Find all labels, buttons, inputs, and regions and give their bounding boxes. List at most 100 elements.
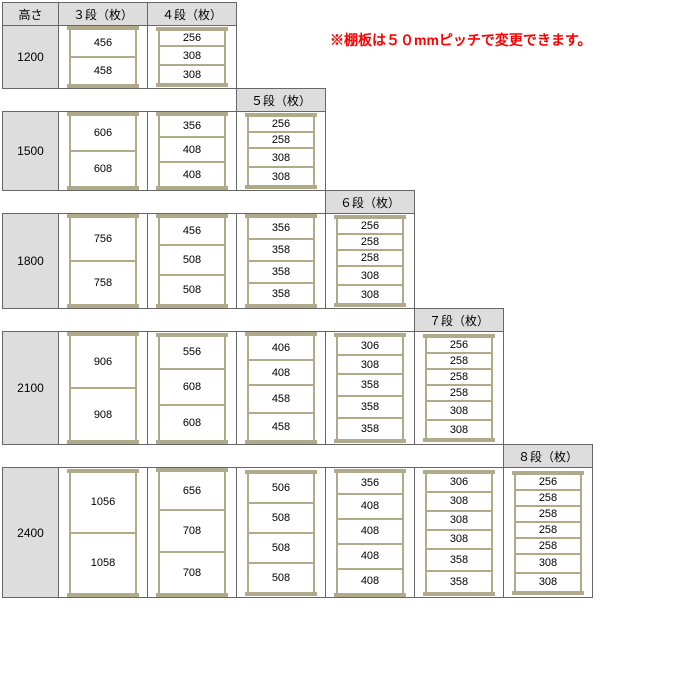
shelf-cell: 356408408 — [148, 112, 237, 191]
shelf-gap: 306 — [338, 337, 402, 356]
shelf-gap: 258 — [338, 235, 402, 251]
shelf-cell: 606608 — [59, 112, 148, 191]
shelf-cell: 906908 — [59, 332, 148, 445]
shelf-gap: 308 — [160, 47, 224, 66]
shelf-cell: 406408458458 — [237, 332, 326, 445]
shelf-gap: 456 — [71, 30, 135, 58]
shelf-gap: 908 — [71, 389, 135, 440]
shelf-gap: 608 — [160, 370, 224, 406]
blank-cell — [237, 3, 593, 26]
shelf-gap: 408 — [338, 570, 402, 593]
column-header: ５段（枚） — [237, 89, 326, 112]
shelf-gap: 306 — [427, 474, 491, 493]
shelf-gap: 358 — [338, 375, 402, 397]
height-cell: 1800 — [3, 214, 59, 309]
shelf-gap: 408 — [338, 495, 402, 520]
shelf-gap: 756 — [71, 218, 135, 262]
shelf-cell: 456458 — [59, 26, 148, 89]
shelf-gap: 358 — [427, 550, 491, 572]
shelf-cell: 256308308 — [148, 26, 237, 89]
column-header: ３段（枚） — [59, 3, 148, 26]
shelf-cell: 10561058 — [59, 468, 148, 598]
shelf-gap: 258 — [516, 491, 580, 507]
shelf-gap: 458 — [71, 58, 135, 84]
shelf-gap: 408 — [160, 163, 224, 186]
shelf-gap: 408 — [338, 520, 402, 545]
shelf-cell: 506508508508 — [237, 468, 326, 598]
shelf-cell: 656708708 — [148, 468, 237, 598]
column-header: ４段（枚） — [148, 3, 237, 26]
shelf-gap: 906 — [71, 336, 135, 389]
blank-cell — [504, 309, 593, 332]
shelf-cell: 456508508 — [148, 214, 237, 309]
shelf-gap: 258 — [516, 523, 580, 539]
shelf-gap: 258 — [249, 133, 313, 149]
height-cell: 1500 — [3, 112, 59, 191]
shelf-gap: 308 — [427, 531, 491, 550]
shelf-gap: 256 — [249, 117, 313, 133]
shelf-gap: 308 — [427, 402, 491, 421]
shelf-gap: 408 — [338, 545, 402, 570]
height-cell: 2100 — [3, 332, 59, 445]
shelf-gap: 406 — [249, 336, 313, 361]
shelf-gap: 308 — [516, 574, 580, 591]
shelf-gap: 308 — [249, 149, 313, 168]
shelf-cell: 356358358358 — [237, 214, 326, 309]
shelf-gap: 506 — [249, 474, 313, 504]
shelf-gap: 308 — [249, 168, 313, 185]
shelf-gap: 508 — [249, 564, 313, 592]
shelf-gap: 356 — [338, 473, 402, 495]
shelf-gap: 308 — [160, 66, 224, 83]
shelf-cell: 356408408408408 — [326, 468, 415, 598]
shelf-gap: 508 — [160, 246, 224, 276]
shelf-gap: 458 — [249, 414, 313, 440]
shelf-cell: 256258308308 — [237, 112, 326, 191]
shelf-gap: 358 — [249, 240, 313, 262]
height-cell: 1200 — [3, 26, 59, 89]
blank-cell — [415, 214, 593, 309]
shelf-gap: 606 — [71, 116, 135, 152]
shelf-gap: 358 — [338, 397, 402, 419]
blank-cell — [415, 191, 593, 214]
shelf-gap: 408 — [160, 138, 224, 163]
shelf-gap: 308 — [427, 512, 491, 531]
shelf-cell: 256258258258258308308 — [504, 468, 593, 598]
shelf-gap: 308 — [427, 421, 491, 438]
shelf-gap: 358 — [338, 419, 402, 439]
shelf-gap: 608 — [71, 152, 135, 186]
shelf-gap: 356 — [249, 218, 313, 240]
blank-cell — [504, 332, 593, 445]
shelf-cell: 306308358358358 — [326, 332, 415, 445]
shelf-gap: 358 — [249, 262, 313, 284]
column-header: ８段（枚） — [504, 445, 593, 468]
height-cell: 2400 — [3, 468, 59, 598]
shelf-gap: 258 — [427, 386, 491, 402]
heights-header: 高さ — [3, 3, 59, 26]
blank-cell — [326, 89, 593, 112]
blank-cell — [326, 112, 593, 191]
shelf-gap: 456 — [160, 218, 224, 246]
shelf-gap: 308 — [338, 356, 402, 375]
chart-wrap: ※棚板は５０mmピッチで変更できます。 高さ３段（枚）４段（枚）12004564… — [0, 0, 691, 598]
column-header: ７段（枚） — [415, 309, 504, 332]
shelf-gap: 256 — [516, 475, 580, 491]
shelf-gap: 408 — [249, 361, 313, 386]
shelf-gap: 556 — [160, 337, 224, 370]
shelf-gap: 308 — [516, 555, 580, 574]
shelf-gap: 608 — [160, 406, 224, 440]
shelf-gap: 508 — [160, 276, 224, 304]
shelf-cell: 256258258258308308 — [415, 332, 504, 445]
shelf-gap: 358 — [427, 572, 491, 592]
shelf-cell: 556608608 — [148, 332, 237, 445]
shelf-gap: 358 — [249, 284, 313, 304]
shelf-gap: 258 — [516, 507, 580, 523]
shelf-gap: 256 — [338, 219, 402, 235]
shelf-gap: 758 — [71, 262, 135, 304]
shelf-gap: 656 — [160, 472, 224, 511]
shelf-gap: 256 — [427, 338, 491, 354]
shelf-gap: 508 — [249, 504, 313, 534]
shelf-gap: 708 — [160, 553, 224, 593]
shelf-tbody: 高さ３段（枚）４段（枚）1200456458256308308５段（枚）1500… — [3, 3, 593, 598]
shelf-gap: 258 — [516, 539, 580, 555]
shelf-gap: 708 — [160, 511, 224, 553]
